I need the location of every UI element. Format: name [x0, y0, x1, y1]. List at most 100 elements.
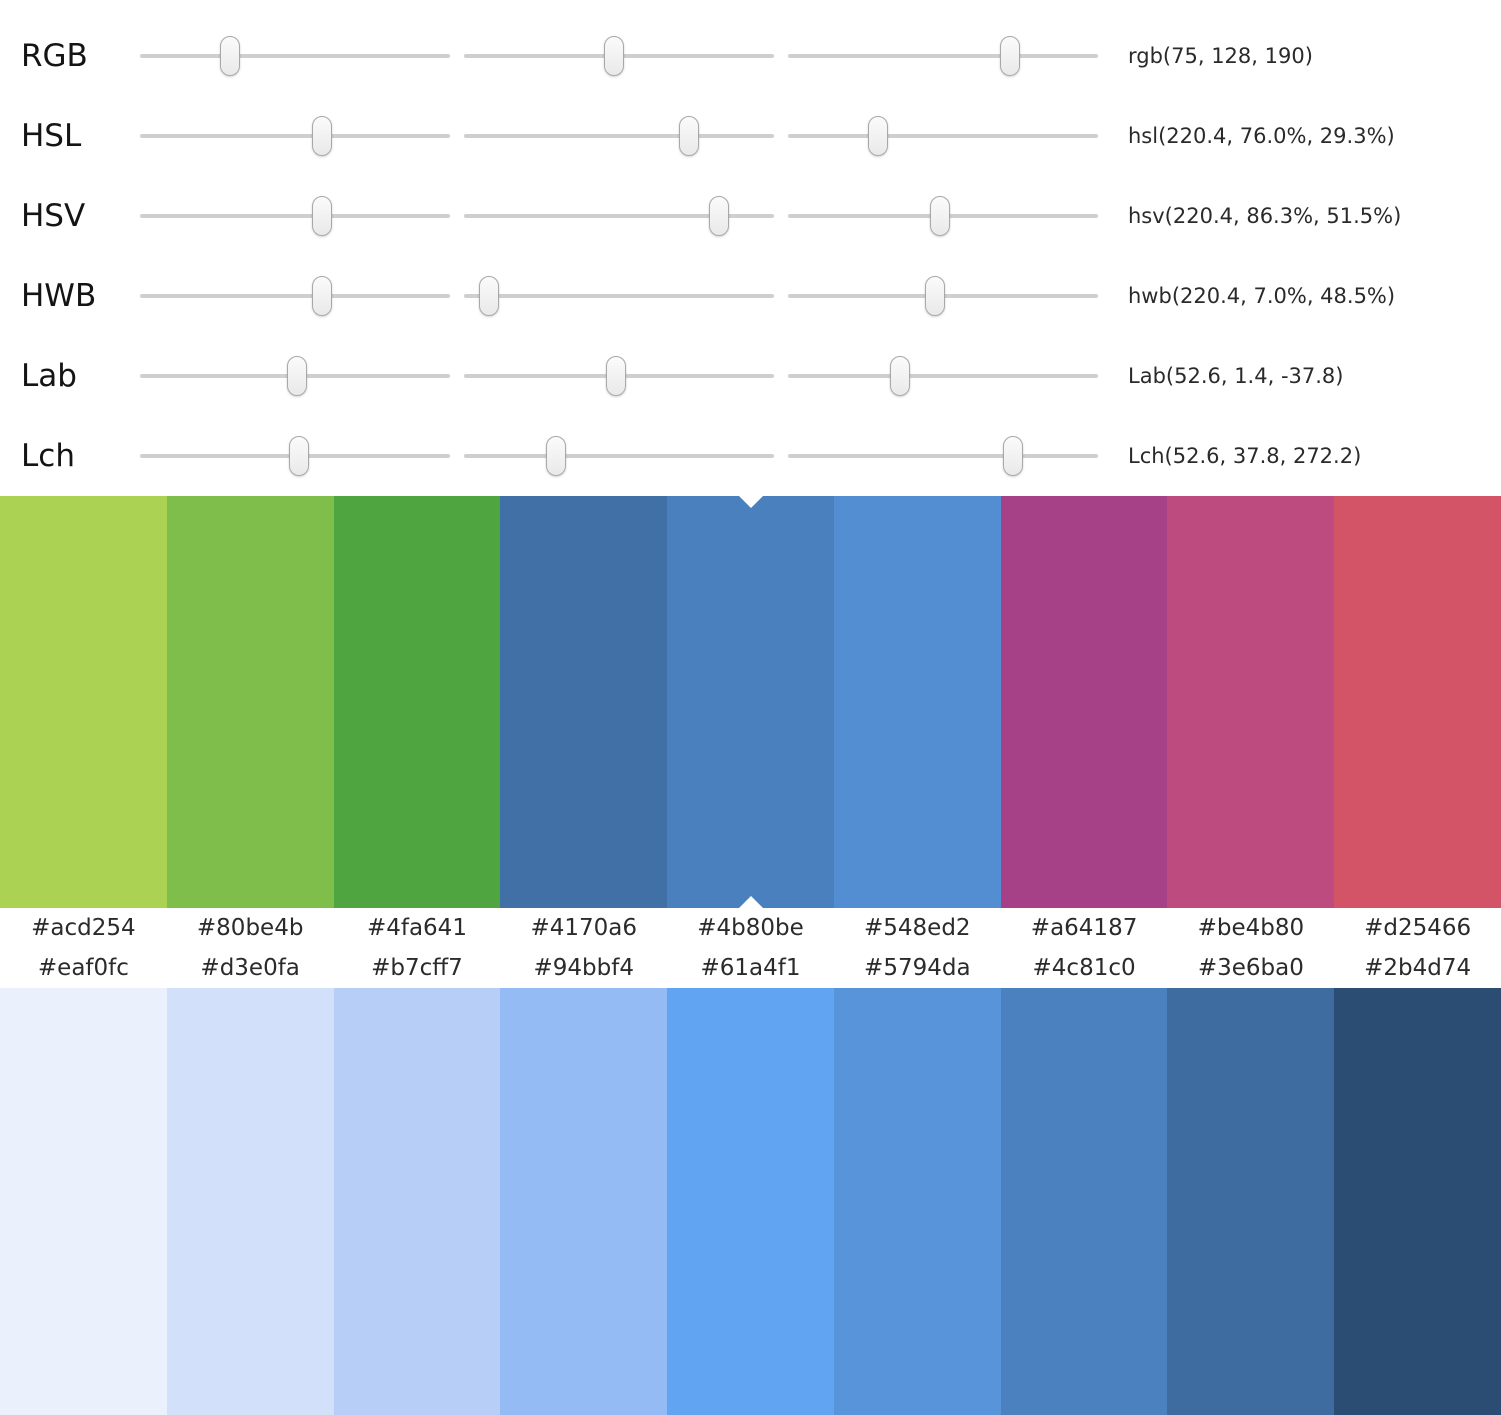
color-swatch-548ed2[interactable] [833, 496, 1001, 908]
slider-lch-channel-2[interactable] [464, 433, 774, 479]
slider-row-hsv: HSV hsv(220.4, 86.3%, 51.5%) [0, 176, 1501, 256]
slider-hsl-channel-2[interactable] [464, 113, 774, 159]
slider-lab-channel-1[interactable] [140, 353, 450, 399]
swatch-hex-label: #eaf0fc [37, 955, 129, 981]
slider-row-rgb: RGB rgb(75, 128, 190) [0, 16, 1501, 96]
slider-handle[interactable] [1003, 436, 1024, 476]
color-swatch-3e6ba0[interactable] [1167, 988, 1335, 1415]
color-swatch-4fa641[interactable] [333, 496, 501, 908]
slider-track[interactable] [464, 454, 774, 458]
color-model-label: HWB [21, 278, 97, 314]
slider-handle[interactable] [219, 36, 240, 76]
color-swatch-d25466[interactable] [1334, 496, 1501, 908]
slider-hwb-channel-1[interactable] [140, 273, 450, 319]
slider-track[interactable] [788, 374, 1098, 378]
color-value-text: rgb(75, 128, 190) [1128, 44, 1313, 68]
slider-handle[interactable] [311, 116, 332, 156]
slider-handle[interactable] [546, 436, 567, 476]
slider-handle[interactable] [709, 196, 730, 236]
slider-handle[interactable] [479, 276, 500, 316]
selected-swatch-notch-top [738, 496, 763, 508]
slider-lch-channel-3[interactable] [788, 433, 1098, 479]
slider-hsv-channel-2[interactable] [464, 193, 774, 239]
color-swatch-b7cff7[interactable] [333, 988, 501, 1415]
hue-palette-strip [0, 496, 1501, 908]
color-swatch-5794da[interactable] [833, 988, 1001, 1415]
color-value-text: Lab(52.6, 1.4, -37.8) [1128, 364, 1344, 388]
swatch-hex-label: #80be4b [196, 915, 304, 941]
color-model-label: Lab [21, 358, 77, 394]
swatch-hex-label: #acd254 [31, 915, 136, 941]
slider-handle[interactable] [924, 276, 945, 316]
color-swatch-4b80be[interactable] [667, 496, 834, 908]
slider-hwb-channel-3[interactable] [788, 273, 1098, 319]
slider-handle[interactable] [889, 356, 910, 396]
swatch-hex-label: #be4b80 [1197, 915, 1305, 941]
slider-track[interactable] [140, 214, 450, 218]
slider-track[interactable] [788, 454, 1098, 458]
slider-handle[interactable] [929, 196, 950, 236]
swatch-hex-label: #5794da [864, 955, 971, 981]
swatch-hex-label: #548ed2 [864, 915, 971, 941]
color-swatch-a64187[interactable] [1000, 496, 1168, 908]
slider-handle[interactable] [286, 356, 307, 396]
swatch-hex-label: #3e6ba0 [1197, 955, 1304, 981]
slider-track[interactable] [788, 54, 1098, 58]
color-swatch-d3e0fa[interactable] [166, 988, 334, 1415]
swatch-hex-label: #4170a6 [530, 915, 637, 941]
slider-row-lab: Lab Lab(52.6, 1.4, -37.8) [0, 336, 1501, 416]
color-sliders-panel: RGB rgb(75, 128, 190) HSL hsl(220.4, 76.0%,… [0, 0, 1501, 496]
slider-handle[interactable] [289, 436, 310, 476]
slider-handle[interactable] [604, 36, 625, 76]
color-model-label: HSV [21, 198, 86, 234]
slider-hsl-channel-1[interactable] [140, 113, 450, 159]
slider-handle[interactable] [311, 196, 332, 236]
slider-track[interactable] [464, 134, 774, 138]
slider-handle[interactable] [605, 356, 626, 396]
swatch-hex-label: #2b4d74 [1364, 955, 1472, 981]
color-swatch-4c81c0[interactable] [1000, 988, 1168, 1415]
color-swatch-4170a6[interactable] [500, 496, 668, 908]
color-swatch-eaf0fc[interactable] [0, 988, 167, 1415]
slider-track[interactable] [140, 54, 450, 58]
slider-handle[interactable] [679, 116, 700, 156]
slider-hsv-channel-1[interactable] [140, 193, 450, 239]
slider-handle[interactable] [999, 36, 1020, 76]
slider-lab-channel-2[interactable] [464, 353, 774, 399]
swatch-hex-label: #b7cff7 [371, 955, 463, 981]
swatch-hex-label: #d3e0fa [200, 955, 300, 981]
hue-palette-hex-labels: #acd254 #80be4b #4fa641 #4170a6 #4b80be #548e… [0, 908, 1501, 948]
slider-hsl-channel-3[interactable] [788, 113, 1098, 159]
swatch-hex-label: #61a4f1 [700, 955, 801, 981]
slider-handle[interactable] [867, 116, 888, 156]
slider-track[interactable] [464, 214, 774, 218]
slider-handle[interactable] [311, 276, 332, 316]
slider-track[interactable] [140, 294, 450, 298]
slider-track[interactable] [464, 294, 774, 298]
slider-rgb-channel-2[interactable] [464, 33, 774, 79]
selected-swatch-notch-bottom [738, 896, 763, 908]
slider-track[interactable] [140, 134, 450, 138]
color-swatch-acd254[interactable] [0, 496, 167, 908]
slider-rgb-channel-1[interactable] [140, 33, 450, 79]
slider-track[interactable] [788, 134, 1098, 138]
color-value-text: hsv(220.4, 86.3%, 51.5%) [1128, 204, 1402, 228]
color-value-text: Lch(52.6, 37.8, 272.2) [1128, 444, 1362, 468]
swatch-hex-label: #94bbf4 [533, 955, 634, 981]
color-swatch-2b4d74[interactable] [1334, 988, 1501, 1415]
color-swatch-94bbf4[interactable] [500, 988, 668, 1415]
slider-hsv-channel-3[interactable] [788, 193, 1098, 239]
color-swatch-be4b80[interactable] [1167, 496, 1335, 908]
shade-palette-hex-labels: #eaf0fc #d3e0fa #b7cff7 #94bbf4 #61a4f1 #5794… [0, 948, 1501, 988]
swatch-hex-label: #4c81c0 [1032, 955, 1136, 981]
slider-hwb-channel-2[interactable] [464, 273, 774, 319]
slider-lab-channel-3[interactable] [788, 353, 1098, 399]
slider-rgb-channel-3[interactable] [788, 33, 1098, 79]
color-value-text: hsl(220.4, 76.0%, 29.3%) [1128, 124, 1395, 148]
color-swatch-61a4f1[interactable] [667, 988, 834, 1415]
swatch-hex-label: #4b80be [697, 915, 804, 941]
color-model-label: Lch [21, 438, 75, 474]
shade-palette-strip [0, 988, 1501, 1415]
slider-lch-channel-1[interactable] [140, 433, 450, 479]
color-swatch-80be4b[interactable] [166, 496, 334, 908]
